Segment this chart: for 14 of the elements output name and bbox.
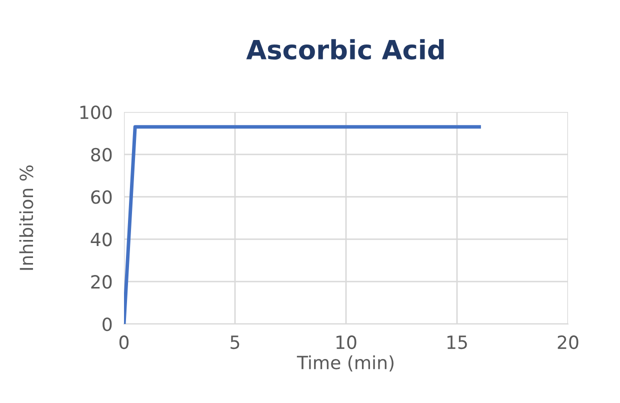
y-tick-label: 20 bbox=[91, 275, 112, 289]
chart-title: Ascorbic Acid bbox=[246, 39, 444, 60]
x-tick-label: 10 bbox=[336, 335, 356, 350]
y-tick-label: 40 bbox=[90, 232, 112, 246]
y-axis-title: Inhibition % bbox=[19, 165, 34, 270]
x-tick-label: 0 bbox=[119, 335, 129, 350]
y-tick-label: 60 bbox=[91, 190, 112, 204]
x-tick-label: 5 bbox=[230, 336, 240, 350]
x-tick-label: 15 bbox=[447, 336, 467, 350]
y-tick-label: 100 bbox=[80, 105, 112, 120]
y-tick-label: 0 bbox=[102, 317, 112, 332]
y-tick-label: 80 bbox=[91, 148, 112, 162]
x-axis-title: Time (min) bbox=[296, 355, 394, 372]
x-tick-label: 20 bbox=[558, 335, 578, 350]
